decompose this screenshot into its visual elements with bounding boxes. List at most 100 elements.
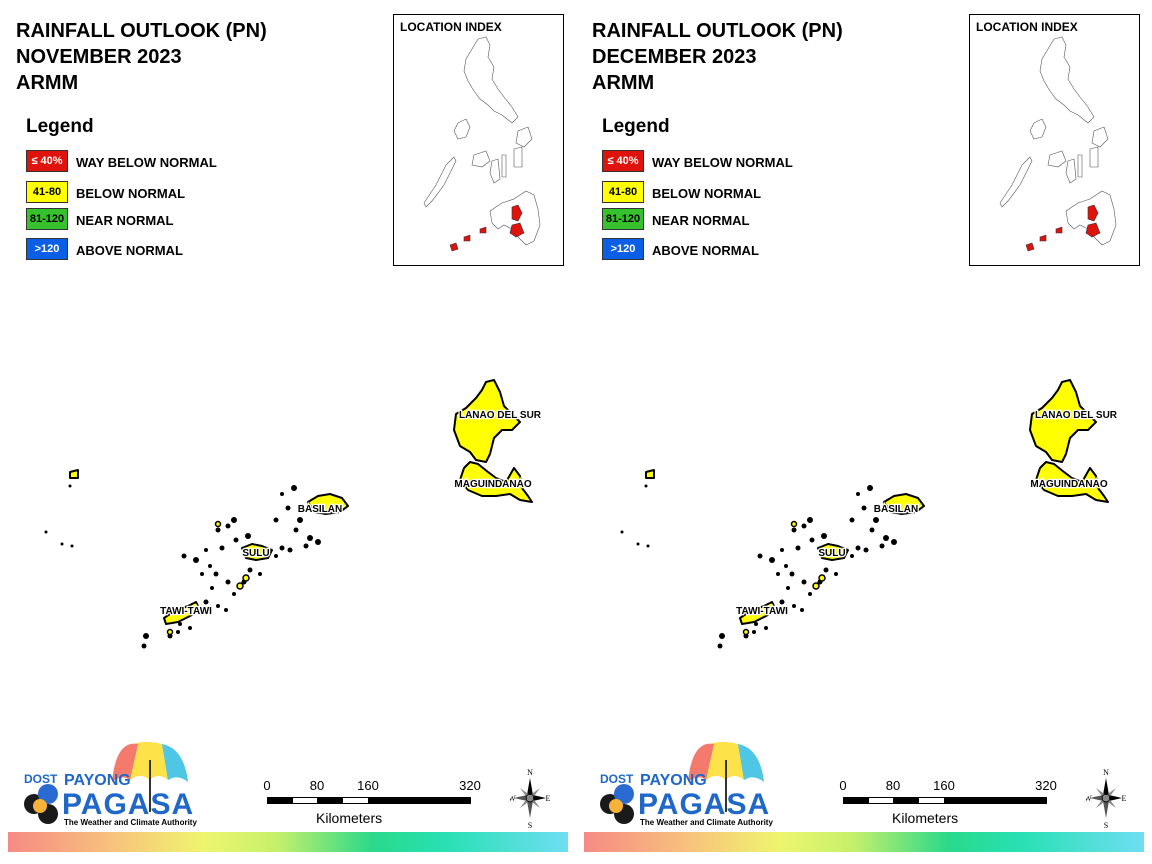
province-tawi-tawi <box>739 601 777 625</box>
compass-e: E <box>1122 794 1126 803</box>
compass-w: W <box>1086 794 1092 803</box>
logo-line1: PAYONG <box>640 772 707 789</box>
title-line-1: RAINFALL OUTLOOK (PN) <box>592 20 843 42</box>
index-sulu-highlight <box>1039 234 1047 242</box>
samar-shape <box>515 126 533 148</box>
compass-e: E <box>546 794 550 803</box>
legend-label: ABOVE NORMAL <box>652 243 759 258</box>
scale-tick-3: 320 <box>459 778 481 793</box>
scale-segment <box>317 797 343 804</box>
legend-swatch: 81-120 <box>602 208 644 230</box>
scale-bar: 0 80 160 320 Kilometers <box>838 776 1068 836</box>
scale-tick-0: 0 <box>263 778 271 793</box>
province-maguindanao <box>1035 461 1109 503</box>
north-arrow: N S E W <box>1084 766 1126 830</box>
title-line-3: ARMM <box>592 72 655 94</box>
label-maguindanao: MAGUINDANAO <box>1030 479 1107 490</box>
legend-label: NEAR NORMAL <box>652 213 750 228</box>
legend-title: Legend <box>602 116 670 137</box>
legend-swatch: 81-120 <box>26 208 68 230</box>
scale-segment <box>944 797 1047 804</box>
province-sulu <box>241 543 273 561</box>
index-lanao-del-sur-highlight <box>1087 204 1099 222</box>
outlook-panel-november: RAINFALL OUTLOOK (PN) NOVEMBER 2023 ARMM… <box>8 14 568 852</box>
north-arrow: N S E W <box>508 766 550 830</box>
title-line-3: ARMM <box>16 72 79 94</box>
province-maguindanao <box>459 461 533 503</box>
palawan-shape <box>423 156 457 208</box>
scale-tick-1: 80 <box>309 778 325 793</box>
scale-segment <box>868 797 894 804</box>
scale-segment <box>342 797 369 804</box>
title-line-2: DECEMBER 2023 <box>592 46 757 68</box>
samar-shape <box>1091 126 1109 148</box>
dost-flower-icon <box>24 784 58 824</box>
location-index-inset: LOCATION INDEX <box>393 14 564 266</box>
compass-w: W <box>510 794 516 803</box>
logo-agency: DOST <box>600 772 634 786</box>
philippines-index-map <box>999 36 1117 252</box>
leyte-shape <box>1089 146 1099 168</box>
scale-segment <box>918 797 945 804</box>
payong-pagasa-logo: DOST PAYONG PAGASA The Weather and Clima… <box>16 740 197 830</box>
province-basilan <box>307 493 349 515</box>
label-lanao-del-sur: LANAO DEL SUR <box>459 410 542 421</box>
label-sulu: SULU <box>242 548 269 559</box>
scale-segment <box>893 797 919 804</box>
logo-line2: PAGASA <box>638 788 771 821</box>
negros-shape <box>489 158 501 184</box>
panay-shape <box>471 150 491 168</box>
luzon-shape <box>1039 36 1095 124</box>
index-sulu-highlight <box>463 234 471 242</box>
pagasa-logo-graphic <box>600 741 764 824</box>
index-maguindanao-highlight <box>1085 222 1101 238</box>
legend-label: BELOW NORMAL <box>76 186 186 201</box>
compass-s: S <box>528 821 532 830</box>
map-title: RAINFALL OUTLOOK (PN) DECEMBER 2023 ARMM <box>592 18 843 96</box>
label-tawi-tawi: TAWI-TAWI <box>736 606 788 617</box>
legend-label: NEAR NORMAL <box>76 213 174 228</box>
legend-label: ABOVE NORMAL <box>76 243 183 258</box>
cebu-shape <box>1077 154 1083 178</box>
index-lanao-del-sur-highlight <box>511 204 523 222</box>
negros-shape <box>1065 158 1077 184</box>
compass-s: S <box>1104 821 1108 830</box>
legend-swatch: ≤ 40% <box>602 150 644 172</box>
label-sulu: SULU <box>818 548 845 559</box>
scale-tick-3: 320 <box>1035 778 1057 793</box>
index-tawi-tawi-highlight <box>449 242 459 252</box>
compass-n: N <box>1103 768 1109 777</box>
legend-swatch: ≤ 40% <box>26 150 68 172</box>
title-line-2: NOVEMBER 2023 <box>16 46 182 68</box>
legend-swatch: >120 <box>602 238 644 260</box>
panay-shape <box>1047 150 1067 168</box>
legend-label: BELOW NORMAL <box>652 186 762 201</box>
province-lanao-del-sur <box>453 379 521 463</box>
logo-line2: PAGASA <box>62 788 195 821</box>
scale-segment <box>267 797 293 804</box>
pagasa-logo-graphic <box>24 741 188 824</box>
index-basilan-highlight <box>1055 226 1063 234</box>
label-basilan: BASILAN <box>874 504 918 515</box>
legend-label: WAY BELOW NORMAL <box>76 155 217 170</box>
island-small-north <box>645 469 655 479</box>
province-tawi-tawi <box>163 601 201 625</box>
dost-flower-icon <box>600 784 634 824</box>
small-island-cluster <box>44 484 321 649</box>
label-basilan: BASILAN <box>298 504 342 515</box>
cebu-shape <box>501 154 507 178</box>
title-line-1: RAINFALL OUTLOOK (PN) <box>16 20 267 42</box>
leyte-shape <box>513 146 523 168</box>
scale-tick-0: 0 <box>839 778 847 793</box>
label-lanao-del-sur: LANAO DEL SUR <box>1035 410 1118 421</box>
mindoro-shape <box>1029 118 1047 140</box>
palawan-shape <box>999 156 1033 208</box>
scale-units: Kilometers <box>316 810 383 826</box>
compass-n: N <box>527 768 533 777</box>
label-maguindanao: MAGUINDANAO <box>454 479 531 490</box>
small-island-cluster <box>620 484 897 649</box>
province-sulu <box>817 543 849 561</box>
scale-units: Kilometers <box>892 810 959 826</box>
index-basilan-highlight <box>479 226 487 234</box>
mindoro-shape <box>453 118 471 140</box>
